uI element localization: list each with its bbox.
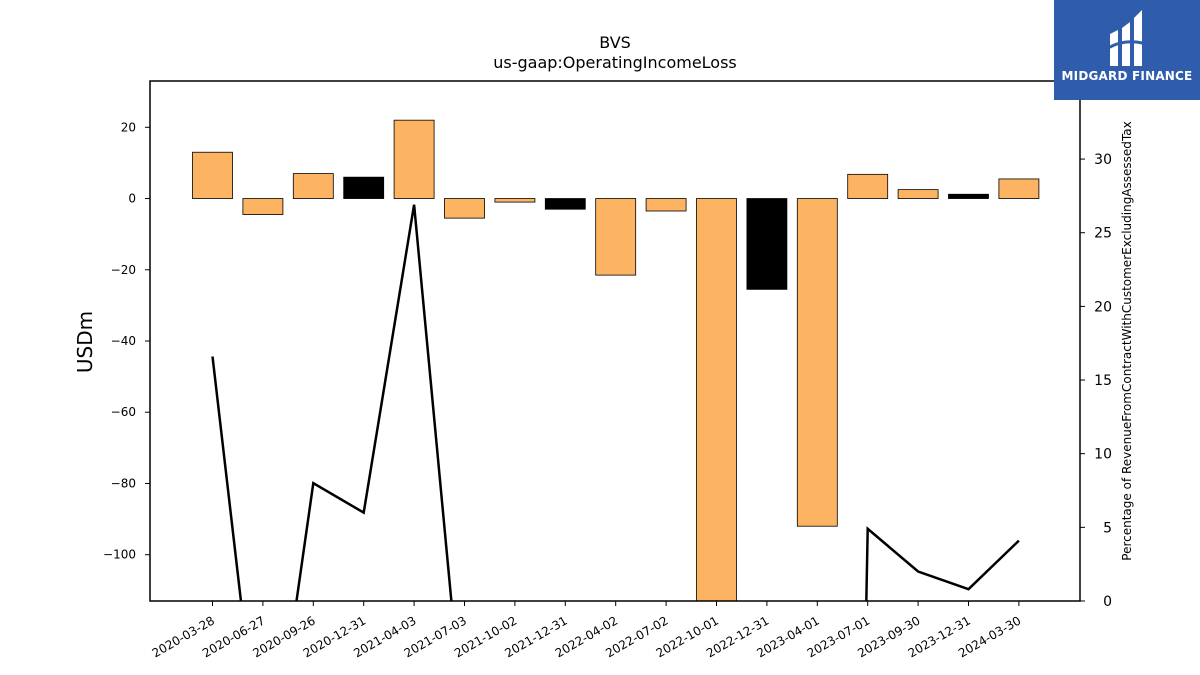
y2-tick-label: 0 [1103,594,1112,610]
y2-tick-label: 10 [1094,447,1112,463]
bar-2022-10-01 [696,198,737,602]
bar-2020-03-28 [192,151,233,199]
bar-2020-12-31 [343,176,385,199]
y2-axis-label: Percentage of RevenueFromContractWithCus… [1120,121,1134,560]
y-tick-label: −80 [111,476,136,490]
y2-tick-label: 5 [1103,520,1112,536]
chart-title: BVS [599,33,631,52]
y2-tick-label: 20 [1094,299,1112,315]
bar-2023-04-01 [796,198,838,527]
bar-2020-09-26 [292,173,334,199]
bar-2023-07-01 [847,173,889,199]
y-axis-label: USDm [73,311,97,373]
y-tick-label: −100 [103,548,136,562]
y-tick-label: 0 [128,192,136,206]
margin-line-segment-0 [211,204,453,601]
y-tick-label: −20 [111,263,136,277]
y-tick-label: −40 [111,334,136,348]
bar-2022-04-02 [595,198,637,276]
y-tick-label: 20 [121,120,136,134]
y2-tick-label: 15 [1094,373,1112,389]
bar-2021-12-31 [544,198,586,210]
bar-2020-06-27 [242,198,284,215]
bar-2024-03-30 [998,178,1040,199]
bar-2021-04-03 [393,119,435,199]
logo-text: MIDGARD FINANCE [1061,69,1193,83]
margin-line-segment-1 [865,526,1020,601]
midgard-finance-logo: MIDGARD FINANCE [1054,0,1200,100]
plot-frame [149,80,1081,602]
midgard-logo-icon [1107,10,1147,66]
bar-2022-07-02 [645,198,687,212]
chart-subtitle: us-gaap:OperatingIncomeLoss [493,53,737,72]
bar-2022-12-31 [746,198,788,290]
y2-tick-label: 25 [1094,226,1112,242]
bar-2023-09-30 [897,189,939,199]
bar-2021-10-02 [494,198,536,203]
bar-2023-12-31 [948,193,989,199]
y-tick-label: −60 [111,405,136,419]
y2-tick-label: 30 [1094,152,1112,168]
bar-2021-07-03 [444,198,485,219]
